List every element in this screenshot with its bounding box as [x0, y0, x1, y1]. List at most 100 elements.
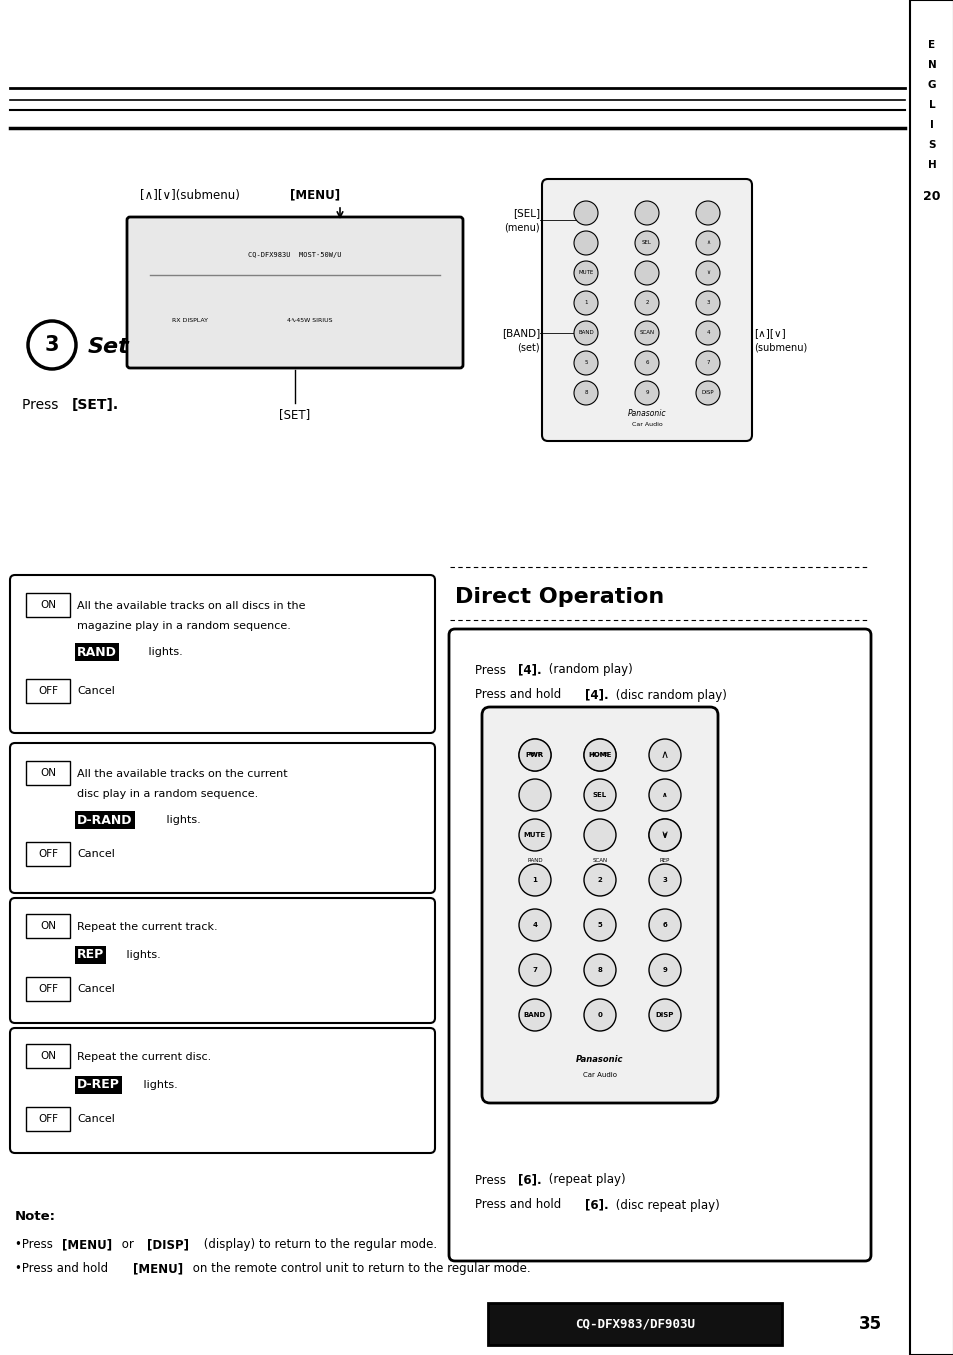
Text: Car Audio: Car Audio — [582, 1072, 617, 1079]
Circle shape — [648, 909, 680, 940]
Text: ∧: ∧ — [661, 793, 667, 798]
Text: Set: Set — [88, 337, 130, 356]
Circle shape — [583, 999, 616, 1031]
Text: 8: 8 — [583, 390, 587, 396]
Text: OFF: OFF — [38, 984, 58, 995]
Text: [SEL]: [SEL] — [513, 209, 539, 218]
FancyBboxPatch shape — [10, 898, 435, 1023]
Text: 20: 20 — [923, 191, 940, 203]
FancyBboxPatch shape — [26, 977, 70, 1001]
Circle shape — [696, 291, 720, 314]
Text: Press and hold: Press and hold — [475, 688, 564, 702]
FancyBboxPatch shape — [26, 679, 70, 703]
Text: DISP: DISP — [701, 390, 714, 396]
Text: Press: Press — [475, 664, 509, 676]
Circle shape — [583, 738, 616, 771]
Circle shape — [648, 818, 680, 851]
Text: Panasonic: Panasonic — [627, 408, 665, 417]
Circle shape — [574, 230, 598, 255]
Circle shape — [635, 351, 659, 375]
FancyBboxPatch shape — [10, 575, 435, 733]
Text: lights.: lights. — [163, 814, 200, 825]
Text: Cancel: Cancel — [77, 984, 114, 995]
Text: [∧][∨](submenu): [∧][∨](submenu) — [140, 188, 247, 202]
Text: 5: 5 — [597, 921, 601, 928]
Circle shape — [518, 909, 551, 940]
FancyBboxPatch shape — [26, 841, 70, 866]
FancyBboxPatch shape — [127, 217, 462, 369]
Text: D-RAND: D-RAND — [77, 813, 132, 827]
Circle shape — [696, 262, 720, 285]
Text: OFF: OFF — [38, 1114, 58, 1125]
Circle shape — [518, 738, 551, 771]
Text: ∨: ∨ — [661, 832, 667, 837]
Text: Press and hold: Press and hold — [475, 1199, 564, 1211]
Circle shape — [696, 230, 720, 255]
Text: lights.: lights. — [123, 950, 161, 959]
Text: 6: 6 — [662, 921, 667, 928]
Text: SEL: SEL — [593, 793, 606, 798]
Circle shape — [574, 201, 598, 225]
Text: 3: 3 — [705, 301, 709, 305]
Circle shape — [518, 864, 551, 896]
Text: All the available tracks on all discs in the: All the available tracks on all discs in… — [77, 602, 305, 611]
FancyBboxPatch shape — [481, 707, 718, 1103]
Text: ∧: ∧ — [705, 240, 709, 245]
Circle shape — [583, 738, 616, 771]
Circle shape — [583, 864, 616, 896]
Text: ∧: ∧ — [660, 751, 668, 760]
FancyBboxPatch shape — [909, 0, 953, 1355]
Text: ∨: ∨ — [660, 831, 668, 840]
Text: or: or — [118, 1238, 137, 1251]
Text: Repeat the current disc.: Repeat the current disc. — [77, 1051, 211, 1062]
Text: 3: 3 — [662, 877, 667, 883]
Text: ON: ON — [40, 921, 56, 931]
Text: RX DISPLAY: RX DISPLAY — [172, 317, 208, 322]
Text: Direct Operation: Direct Operation — [455, 587, 663, 607]
Text: REP: REP — [659, 858, 670, 863]
Text: 2: 2 — [597, 877, 601, 883]
Circle shape — [696, 321, 720, 346]
Circle shape — [696, 201, 720, 225]
Circle shape — [635, 230, 659, 255]
Text: OFF: OFF — [38, 850, 58, 859]
Circle shape — [574, 321, 598, 346]
Circle shape — [648, 738, 680, 771]
Text: disc play in a random sequence.: disc play in a random sequence. — [77, 789, 258, 799]
Circle shape — [28, 321, 76, 369]
Circle shape — [574, 262, 598, 285]
Text: OFF: OFF — [38, 686, 58, 696]
Text: 5: 5 — [583, 360, 587, 366]
Text: PWR: PWR — [525, 752, 543, 757]
Circle shape — [635, 201, 659, 225]
FancyBboxPatch shape — [541, 179, 751, 440]
Text: Car Audio: Car Audio — [631, 423, 661, 427]
Text: 9: 9 — [662, 967, 667, 973]
Text: Panasonic: Panasonic — [576, 1056, 623, 1065]
Text: 4: 4 — [532, 921, 537, 928]
Text: 4∿45W SIRIUS: 4∿45W SIRIUS — [287, 317, 333, 322]
Text: 1: 1 — [532, 877, 537, 883]
Circle shape — [583, 909, 616, 940]
FancyBboxPatch shape — [26, 1107, 70, 1131]
Text: Cancel: Cancel — [77, 850, 114, 859]
Text: (disc random play): (disc random play) — [612, 688, 726, 702]
Text: CQ-DFX983U  MOST·50W/U: CQ-DFX983U MOST·50W/U — [248, 252, 341, 257]
Text: Cancel: Cancel — [77, 686, 114, 696]
Circle shape — [583, 818, 616, 851]
Circle shape — [635, 381, 659, 405]
FancyBboxPatch shape — [26, 593, 70, 617]
Circle shape — [518, 999, 551, 1031]
Text: N: N — [926, 60, 936, 70]
Text: [MENU]: [MENU] — [62, 1238, 112, 1251]
Text: BAND: BAND — [523, 1012, 545, 1018]
Circle shape — [696, 351, 720, 375]
Text: ON: ON — [40, 600, 56, 610]
Text: [SET]: [SET] — [279, 408, 311, 421]
FancyBboxPatch shape — [488, 1304, 781, 1346]
Text: magazine play in a random sequence.: magazine play in a random sequence. — [77, 621, 291, 631]
Text: HOME: HOME — [590, 752, 609, 757]
Text: HOME: HOME — [588, 752, 611, 757]
Circle shape — [648, 818, 680, 851]
Text: Cancel: Cancel — [77, 1114, 114, 1125]
